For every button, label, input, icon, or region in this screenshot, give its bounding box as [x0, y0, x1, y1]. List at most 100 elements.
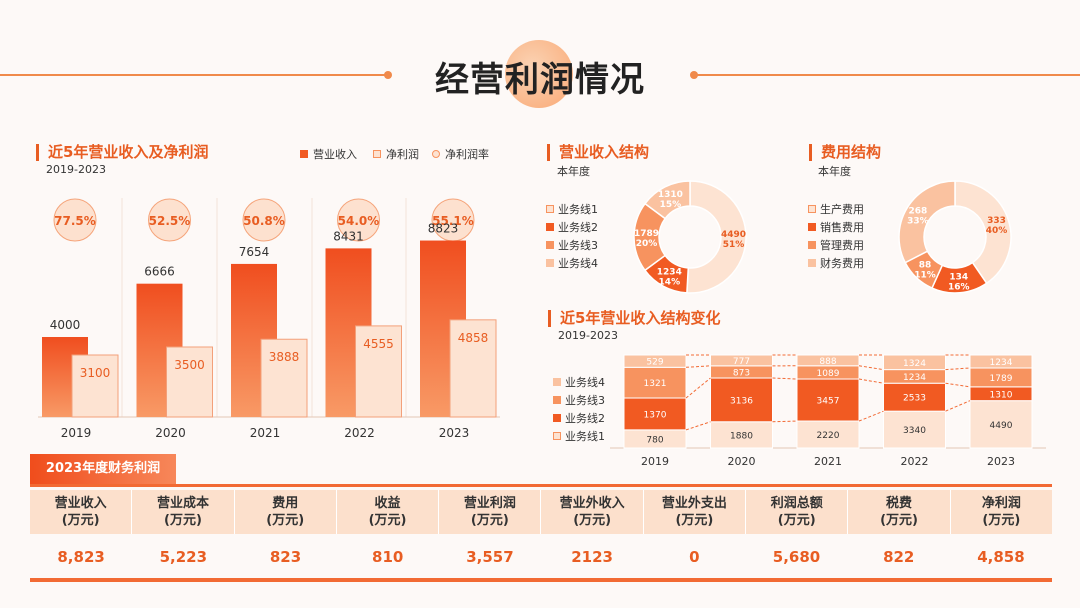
finance-value: 5,680: [772, 548, 821, 566]
slice-pct-label: 16%: [948, 282, 970, 292]
stack-connector: [945, 382, 971, 388]
slice-value-label: 134: [949, 272, 968, 282]
revenue-structure-legend: 业务线1 业务线2 业务线3 业务线4: [546, 200, 598, 272]
donut-slice: [898, 180, 956, 264]
margin-label: 55.1%: [432, 214, 474, 228]
finance-value: 822: [883, 548, 915, 566]
legend-label: 业务线1: [565, 430, 605, 443]
revenue-value-label: 4000: [50, 318, 81, 332]
legend-swatch: [808, 241, 816, 249]
stack-value-label: 529: [646, 358, 663, 368]
profit-value-label: 4555: [363, 337, 394, 351]
finance-header-unit: (万元): [164, 513, 202, 528]
slice-pct-label: 51%: [723, 240, 745, 250]
finance-header-name: 营业成本: [156, 496, 209, 511]
margin-circle: [148, 198, 191, 242]
finance-header-unit: (万元): [266, 513, 305, 528]
stack-value-label: 873: [733, 368, 750, 378]
finance-value: 8,823: [57, 548, 105, 566]
legend-swatch: [808, 205, 816, 213]
legend-profit-swatch: [373, 150, 381, 158]
finance-header-name: 税费: [886, 496, 913, 511]
finance-header-unit: (万元): [777, 513, 816, 528]
stack-segment: [883, 382, 946, 412]
legend-swatch: [808, 223, 816, 231]
slice-pct-label: 11%: [914, 271, 936, 281]
stack-segment: [623, 397, 687, 431]
finance-header-name: 营业收入: [54, 496, 107, 511]
finance-header-name: 费用: [272, 496, 299, 511]
stack-segment: [883, 354, 946, 371]
legend-profit-label: 净利润: [386, 148, 419, 161]
finance-header-cell: 税费 (万元): [848, 490, 951, 534]
finance-header-unit: (万元): [982, 513, 1021, 528]
title-line-right: [694, 74, 1080, 76]
profit-value-label: 3100: [80, 366, 111, 380]
legend-item: 业务线1: [546, 200, 598, 218]
slice-pct-label: 40%: [986, 226, 1008, 236]
legend-label: 生产费用: [820, 203, 864, 216]
finance-header-name: 利润总额: [770, 496, 823, 511]
title-area: 经营利润情况: [0, 40, 1080, 110]
revenue-value-label: 8431: [333, 229, 364, 243]
finance-header-name: 营业利润: [463, 496, 516, 511]
stack-segment: [883, 410, 946, 449]
legend-revenue: 营业收入: [300, 146, 357, 162]
stack-segment: [969, 354, 1033, 369]
revenue-profit-title: 近5年营业收入及净利润: [36, 144, 208, 161]
legend-label: 业务线2: [565, 412, 605, 425]
finance-header-cell: 营业利润 (万元): [439, 490, 542, 534]
legend-label: 业务线2: [558, 221, 598, 234]
stack-value-label: 4490: [990, 421, 1013, 431]
legend-item: 管理费用: [808, 236, 864, 254]
legend-swatch: [553, 432, 561, 440]
margin-label: 77.5%: [54, 214, 96, 228]
stack-value-label: 2533: [903, 394, 926, 404]
stack-value-label: 1089: [817, 369, 840, 379]
legend-label: 业务线4: [558, 257, 598, 270]
legend-revenue-label: 营业收入: [313, 148, 357, 161]
revenue-value-label: 6666: [144, 265, 175, 279]
stack-value-label: 777: [733, 357, 750, 367]
legend-label: 销售费用: [820, 221, 864, 234]
stack-value-label: 3136: [730, 396, 753, 406]
margin-label: 50.8%: [243, 214, 285, 228]
x-tick-label: 2022: [344, 426, 375, 440]
revenue-value-label: 7654: [239, 245, 270, 259]
stack-connector: [685, 421, 711, 431]
stack-connector: [685, 377, 711, 399]
finance-header-cell: 收益 (万元): [337, 490, 440, 534]
profit-bar: [71, 354, 119, 418]
stack-connector: [858, 378, 884, 384]
stack-connector: [685, 365, 711, 368]
x-tick-label: 2023: [439, 426, 470, 440]
title-dot-left: [384, 71, 392, 79]
margin-label: 52.5%: [149, 214, 191, 228]
stack-connector: [772, 377, 798, 380]
legend-label: 业务线3: [558, 239, 598, 252]
stack-connector: [858, 365, 884, 371]
finance-header-unit: (万元): [573, 513, 612, 528]
profit-bar: [166, 346, 213, 418]
finance-value: 2123: [571, 548, 613, 566]
finance-header-unit: (万元): [368, 513, 407, 528]
structure-change-title: 近5年营业收入结构变化: [548, 310, 720, 327]
structure-change-subtitle: 2019-2023: [558, 329, 618, 342]
finance-top-line: [30, 484, 1052, 487]
margin-circle: [337, 198, 380, 242]
stack-x-tick-label: 2020: [728, 455, 756, 468]
legend-label: 管理费用: [820, 239, 864, 252]
finance-header-cell: 营业成本 (万元): [132, 490, 235, 534]
stack-segment: [623, 366, 687, 399]
legend-profit: 净利润: [373, 146, 419, 162]
stack-connector: [945, 367, 971, 371]
legend-label: 业务线1: [558, 203, 598, 216]
stack-value-label: 3340: [903, 426, 926, 436]
stack-x-tick-label: 2023: [987, 455, 1015, 468]
finance-tab[interactable]: 2023年度财务利润: [30, 454, 176, 484]
stack-segment: [796, 378, 860, 422]
legend-item: 业务线2: [546, 218, 598, 236]
